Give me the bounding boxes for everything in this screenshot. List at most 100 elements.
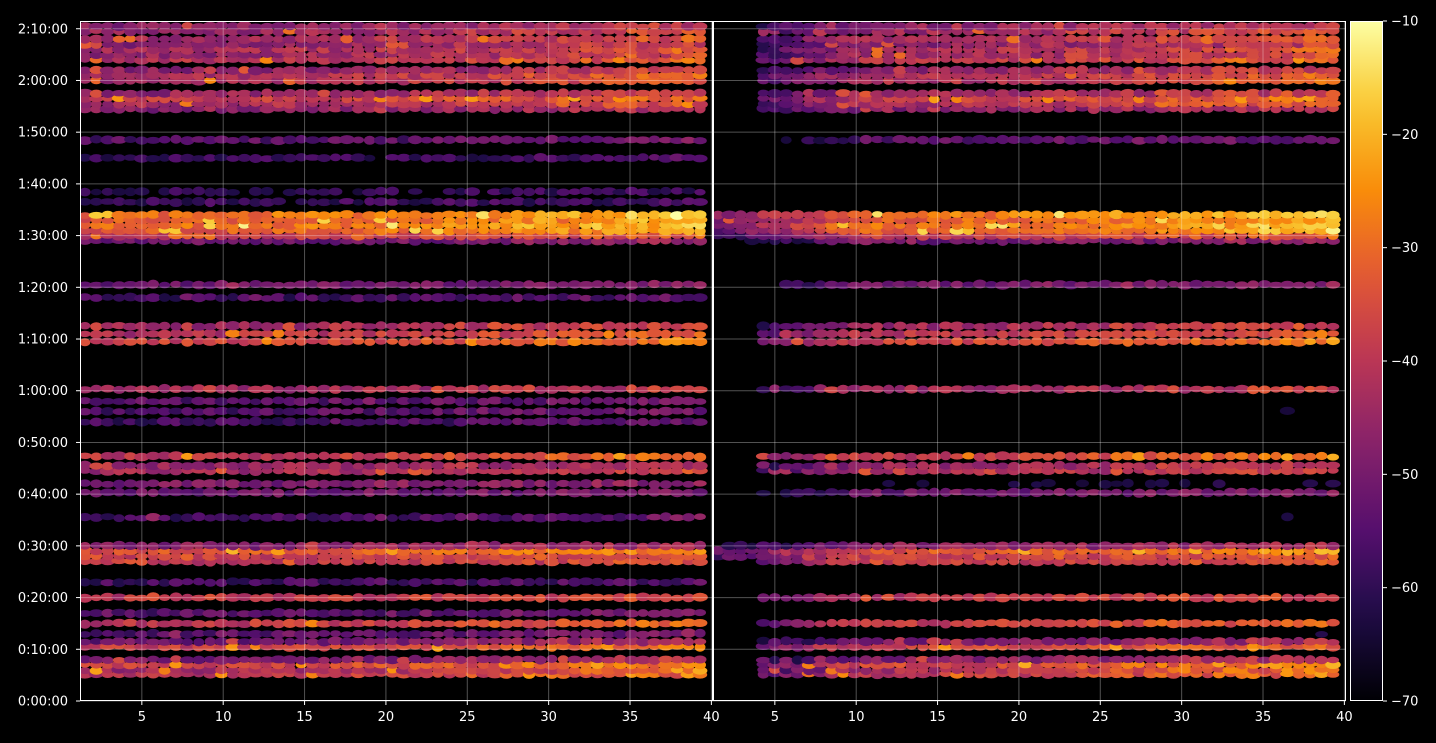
heatmap-cell (454, 321, 467, 330)
heatmap-cell (996, 637, 1010, 647)
heatmap-cell (521, 323, 537, 331)
heatmap-cell (169, 34, 183, 44)
heatmap-cell (1223, 210, 1238, 219)
heatmap-cell (580, 656, 592, 663)
heatmap-cell (418, 418, 435, 426)
heatmap-cell (567, 329, 583, 339)
heatmap-cell (487, 294, 503, 302)
heatmap-cell (671, 480, 684, 487)
heatmap-cell (882, 558, 895, 566)
heatmap-cell (363, 654, 377, 664)
heatmap-cell (591, 237, 604, 246)
heatmap-cell (792, 67, 804, 75)
heatmap-cell (996, 134, 1010, 145)
heatmap-cell (1327, 558, 1339, 566)
heatmap-cell (825, 557, 838, 566)
heatmap-cell (1223, 541, 1238, 549)
heatmap-cell (158, 541, 172, 550)
heatmap-cell (1006, 236, 1022, 244)
heatmap-cell (670, 577, 685, 586)
heatmap-cell (1156, 77, 1168, 85)
heatmap-cell (591, 542, 604, 551)
heatmap-cell (669, 104, 685, 112)
heatmap-cell (512, 594, 524, 601)
heatmap-cell (579, 34, 593, 43)
heatmap-cell (294, 66, 309, 75)
heatmap-cell (1051, 667, 1068, 675)
heatmap-cell (397, 221, 411, 229)
heatmap-cell (90, 322, 103, 331)
heatmap-cell (812, 232, 828, 240)
heatmap-cell (1201, 329, 1214, 338)
heatmap-cell (916, 322, 930, 330)
heatmap-cell (995, 210, 1010, 220)
heatmap-cell (146, 608, 161, 617)
heatmap-cell (99, 232, 116, 239)
heatmap-cell (1188, 643, 1204, 651)
heatmap-cell (214, 216, 230, 225)
heatmap-cell (533, 40, 548, 48)
heatmap-cell (1189, 636, 1204, 646)
heatmap-cell (917, 642, 929, 652)
heatmap-cell (659, 28, 673, 35)
heatmap-cell (179, 608, 196, 618)
heatmap-cell (657, 226, 674, 236)
heatmap-cell (215, 40, 228, 48)
heatmap-cell (1031, 336, 1043, 346)
heatmap-cell (1176, 66, 1193, 75)
heatmap-cell (983, 226, 999, 235)
heatmap-cell (927, 329, 941, 337)
heatmap-cell (522, 136, 536, 144)
heatmap-cell (567, 655, 582, 664)
heatmap-cell (145, 90, 161, 98)
heatmap-cell (124, 557, 137, 565)
heatmap-cell (802, 542, 816, 549)
heatmap-cell (1212, 46, 1226, 54)
heatmap-cell (111, 461, 127, 470)
heatmap-cell (306, 188, 319, 196)
heatmap-cell (283, 396, 297, 406)
heatmap-cell (614, 654, 627, 664)
heatmap-cell (374, 462, 388, 470)
heatmap-cell (522, 594, 537, 602)
heatmap-cell (961, 56, 976, 64)
heatmap-cell (375, 630, 387, 639)
heatmap-cell (939, 280, 952, 288)
heatmap-cell (295, 655, 308, 665)
heatmap-cell (949, 65, 965, 74)
heatmap-cell (225, 137, 241, 144)
heatmap-cell (1122, 329, 1134, 339)
heatmap-cell (613, 489, 627, 498)
heatmap-cell (950, 594, 964, 601)
heatmap-cell (1234, 593, 1250, 602)
heatmap-cell (1292, 619, 1306, 628)
heatmap-cell (658, 579, 673, 587)
heatmap-cell (80, 66, 92, 74)
heatmap-cell (1315, 337, 1328, 345)
heatmap-cell (1258, 210, 1271, 219)
heatmap-cell (591, 577, 604, 587)
heatmap-cell (778, 463, 794, 470)
heatmap-cell (420, 136, 433, 144)
heatmap-cell (214, 279, 229, 290)
heatmap-cell (1018, 227, 1033, 234)
heatmap-cell (1076, 542, 1089, 550)
heatmap-cell (545, 197, 559, 206)
heatmap-cell (1235, 136, 1249, 144)
heatmap-cell (351, 489, 365, 496)
heatmap-cell (225, 50, 241, 58)
heatmap-cell (487, 468, 503, 475)
heatmap-cell (214, 513, 230, 522)
heatmap-cell (362, 619, 378, 627)
heatmap-cell (100, 154, 115, 162)
heatmap-cell (555, 50, 571, 59)
heatmap-cell (112, 618, 126, 628)
heatmap-cell (396, 34, 411, 43)
heatmap-cell (681, 322, 696, 330)
heatmap-cell (1144, 338, 1157, 345)
heatmap-cell (180, 136, 195, 146)
heatmap-cell (282, 630, 298, 638)
heatmap-cell (893, 330, 907, 339)
heatmap-cell (124, 136, 137, 143)
heatmap-cell (1042, 237, 1055, 245)
